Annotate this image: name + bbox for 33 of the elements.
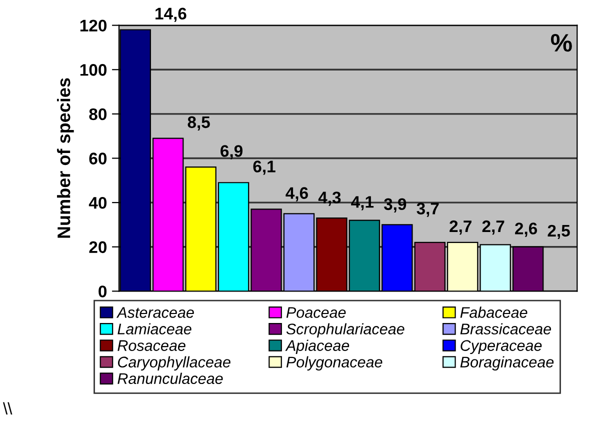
annotation: 2,5	[548, 224, 570, 240]
legend-label: Caryophyllaceae	[118, 356, 230, 371]
legend-label: Poaceae	[286, 307, 346, 318]
y-tick-label: 80	[89, 108, 107, 120]
legend-label: Polygonaceae	[286, 356, 382, 371]
legend-label: Cyperaceae	[460, 340, 542, 354]
annotation: 6,9	[220, 145, 243, 160]
legend-label: Fabaceae	[460, 306, 528, 318]
y-tick-label: 120	[80, 20, 107, 32]
legend-label: Scrophulariaceae	[286, 323, 404, 338]
legend-label: Boraginaceae	[460, 356, 554, 371]
y-tick-label: 100	[80, 64, 107, 76]
annotation: 2,7	[450, 220, 472, 235]
legend-label: Brassicaceae	[460, 323, 551, 334]
annotation: 2,6	[515, 222, 538, 237]
y-tick-label: 40	[88, 196, 107, 209]
text: \\	[2, 402, 12, 414]
annotation: 3,7	[416, 202, 439, 217]
legend-label: Ranunculaceae	[118, 372, 223, 384]
annotation: %	[550, 34, 572, 52]
y-tick-label: 0	[98, 286, 107, 298]
y-tick-label: 20	[89, 241, 107, 254]
annotation: 8,5	[188, 116, 210, 130]
annotation: 4,6	[286, 187, 308, 202]
y-axis-title: Number of species	[57, 78, 74, 238]
legend-label: Rosaceae	[118, 340, 186, 351]
annotation: 2,7	[482, 220, 504, 235]
legend-label: Apiaceae	[285, 340, 350, 354]
y-tick-label: 60	[89, 152, 107, 164]
annotation: 6,1	[253, 160, 276, 175]
legend-label: Asteraceae	[116, 307, 194, 318]
text: 14,6	[156, 8, 186, 22]
legend-label: Lamiaceae	[118, 323, 192, 334]
